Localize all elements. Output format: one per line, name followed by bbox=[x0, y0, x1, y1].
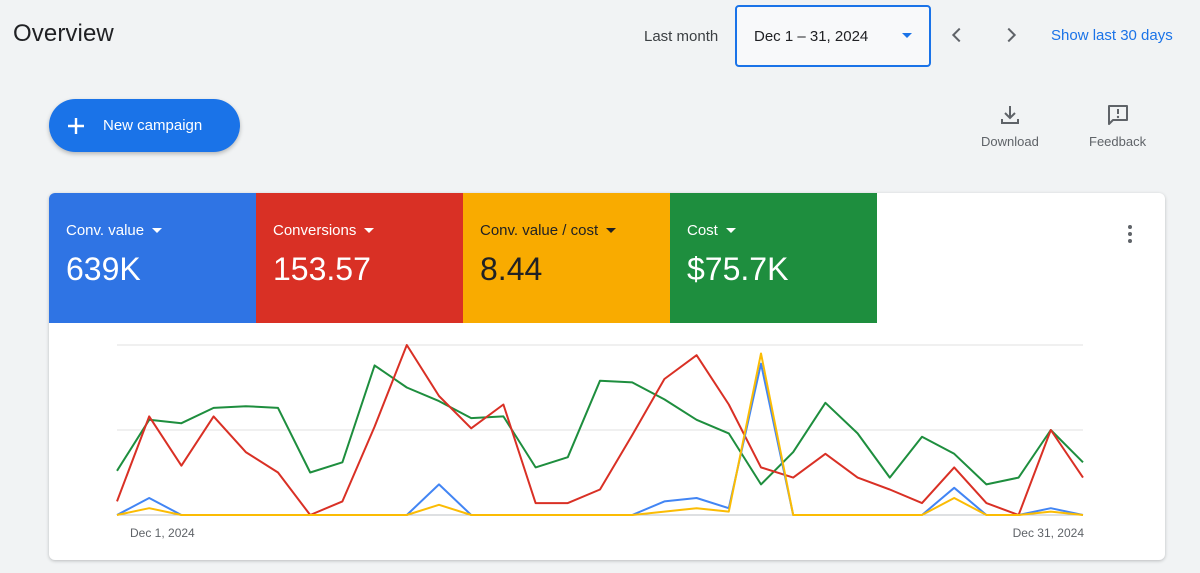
feedback-label: Feedback bbox=[1089, 134, 1147, 149]
more-vert-icon bbox=[1128, 225, 1132, 229]
metric-label: Conv. value bbox=[66, 222, 145, 239]
metric-value: 153.57 bbox=[273, 251, 371, 287]
show-last-30-days-link[interactable]: Show last 30 days bbox=[1051, 27, 1173, 44]
previous-period-button[interactable] bbox=[942, 20, 972, 50]
download-button[interactable]: Download bbox=[981, 103, 1039, 149]
series-line-3 bbox=[116, 352, 1084, 516]
dropdown-caret-icon bbox=[725, 228, 736, 233]
metric-label: Conversions bbox=[273, 222, 357, 239]
line-chart bbox=[116, 344, 1084, 516]
metric-conv-value-per-cost[interactable]: Conv. value / cost 8.44 bbox=[463, 193, 670, 323]
x-axis-end-label: Dec 31, 2024 bbox=[1012, 526, 1084, 540]
dropdown-caret-icon bbox=[152, 228, 163, 233]
plus-icon bbox=[68, 117, 84, 134]
series-line-2 bbox=[116, 362, 1084, 516]
metric-conversions[interactable]: Conversions 153.57 bbox=[256, 193, 463, 323]
new-campaign-label: New campaign bbox=[103, 117, 203, 134]
metric-value: 8.44 bbox=[480, 251, 543, 287]
next-period-button[interactable] bbox=[996, 20, 1026, 50]
more-options-button[interactable] bbox=[1125, 223, 1135, 245]
date-range-picker[interactable]: Dec 1 – 31, 2024 bbox=[735, 5, 931, 67]
metric-label: Conv. value / cost bbox=[480, 222, 599, 239]
feedback-button[interactable]: Feedback bbox=[1089, 103, 1146, 149]
metric-value: $75.7K bbox=[687, 251, 789, 287]
new-campaign-button[interactable]: New campaign bbox=[49, 99, 240, 152]
series-line-1 bbox=[116, 344, 1084, 516]
metric-label: Cost bbox=[687, 222, 718, 239]
dropdown-caret-icon bbox=[364, 228, 375, 233]
date-range-label: Last month bbox=[644, 28, 719, 45]
metric-tiles: Conv. value 639K Conversions 153.57 Conv… bbox=[49, 193, 877, 323]
series-line-0 bbox=[116, 364, 1084, 486]
chevron-right-icon bbox=[1007, 27, 1017, 43]
metric-value: 639K bbox=[66, 251, 141, 287]
performance-card: Conv. value 639K Conversions 153.57 Conv… bbox=[49, 193, 1165, 560]
download-icon bbox=[1000, 106, 1019, 124]
download-label: Download bbox=[981, 134, 1039, 149]
metric-cost[interactable]: Cost $75.7K bbox=[670, 193, 877, 323]
feedback-icon bbox=[1107, 105, 1128, 125]
chevron-left-icon bbox=[951, 27, 961, 43]
x-axis-start-label: Dec 1, 2024 bbox=[130, 526, 195, 540]
date-range-value: Dec 1 – 31, 2024 bbox=[754, 27, 869, 45]
page-title: Overview bbox=[13, 20, 114, 47]
dropdown-caret-icon bbox=[902, 33, 912, 38]
dropdown-caret-icon bbox=[606, 228, 617, 233]
metric-conv-value[interactable]: Conv. value 639K bbox=[49, 193, 256, 323]
